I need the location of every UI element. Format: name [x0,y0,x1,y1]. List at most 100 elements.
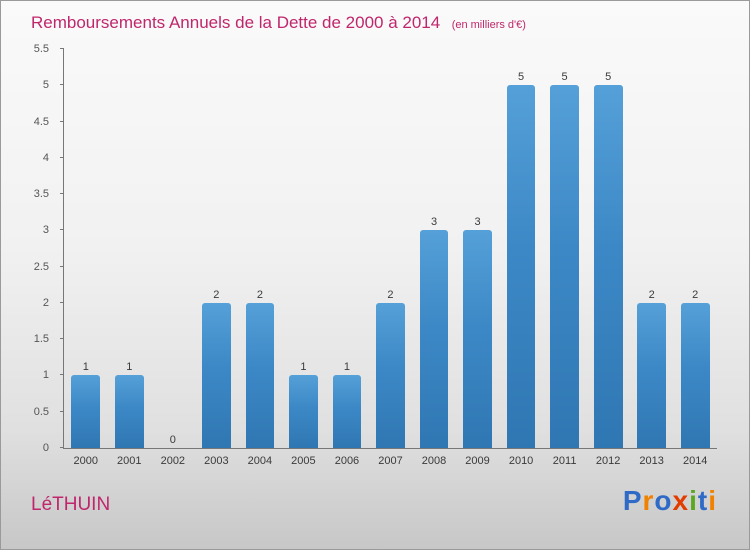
bar-value-label: 5 [561,71,568,84]
bar-value-label: 3 [474,216,481,229]
bar [463,230,492,448]
bar-value-label: 1 [126,361,133,374]
bar-slot: 2 2013 [630,49,674,467]
bar [376,302,405,448]
y-tick-label: 3.5 [33,188,49,201]
bar [593,85,623,448]
x-tick-label: 2012 [595,455,621,467]
bar [71,375,101,448]
bar [245,302,275,448]
x-tick-label: 2008 [421,455,447,467]
y-tick-mark [60,374,64,376]
y-tick-label: 3 [42,224,49,237]
bar-value-label: 3 [430,216,438,229]
bars-area: 1 2000 1 2001 0 2002 2 2003 2 2004 1 2005 1 2006 2 2007… [60,48,717,468]
footer: LéTHUIN Proxiti [1,449,749,517]
y-tick-mark [60,229,64,231]
y-tick-mark [60,447,64,448]
x-tick-label: 2010 [508,455,534,467]
x-tick-label: 2004 [247,455,273,467]
bar-slot: 1 2000 [64,49,108,467]
logo-letter: i [689,485,698,516]
x-tick-label: 2014 [682,455,708,467]
bar [419,230,449,448]
bar-slot: 3 2008 [412,49,456,467]
bar-value-label: 1 [343,361,351,374]
bar [289,375,318,448]
y-tick-label: 1 [42,369,49,382]
y-tick-label: 4.5 [33,115,49,128]
logo-letter: t [697,485,709,516]
y-tick-mark [60,156,64,158]
logo-letter: P [622,485,643,516]
bar [114,375,144,448]
x-tick-label: 2006 [334,455,360,467]
bar-slot: 1 2006 [325,49,369,467]
bar-value-label: 2 [213,288,220,301]
chart-subtitle: (en milliers d'€) [451,19,526,31]
bar-value-label: 5 [518,71,525,84]
y-tick-mark [60,338,64,340]
y-tick-mark [60,265,64,267]
y-tick-mark [60,193,64,195]
bar-value-label: 2 [256,288,263,301]
y-axis: 0 0.5 1 1.5 2 2.5 3 3.5 4 4.5 5 5.5 [7,44,55,454]
bar [550,85,579,448]
x-tick-label: 2011 [552,455,577,467]
x-tick-label: 2009 [465,455,490,467]
x-tick-label: 2002 [160,455,186,467]
plot-area: 0 0.5 1 1.5 2 2.5 3 3.5 4 4.5 5 5.5 1 2000 1 2001 0 2002… [34,44,717,468]
y-tick-mark [60,84,64,86]
y-tick-mark [60,120,64,122]
y-tick-mark [60,301,64,303]
footer-commune: LéTHUIN [31,494,111,515]
logo-letter: x [672,485,690,516]
chart-header: Remboursements Annuels de la Dette de 20… [1,1,749,33]
y-tick-label: 0 [42,442,49,454]
x-tick-label: 2000 [73,455,98,467]
bar [680,302,710,448]
bar-slot: 2 2004 [238,49,282,467]
bar-slot: 0 2002 [151,49,195,468]
bar-value-label: 2 [387,288,394,301]
bar-value-label: 5 [605,71,612,84]
chart-title: Remboursements Annuels de la Dette de 20… [31,13,441,32]
x-tick-label: 2003 [204,455,229,467]
bar-slot: 2 2007 [369,49,413,467]
y-tick-label: 5.5 [33,43,49,55]
bar-value-label: 1 [82,361,89,374]
y-tick-label: 2 [42,296,49,309]
y-tick-label: 4 [42,151,49,164]
bar-value-label: 2 [648,288,655,301]
bar-slot: 3 2009 [456,49,500,467]
bar [637,302,667,448]
x-tick-label: 2013 [639,455,664,467]
bar-value-label: 1 [300,361,307,374]
y-tick-label: 2.5 [33,260,49,273]
bar-value-label: 2 [692,288,699,301]
bar-slot: 2 2003 [195,49,239,467]
logo-letter: o [654,485,673,516]
bar-slot: 1 2005 [282,49,326,467]
bar [202,302,231,448]
logo-letter: i [708,485,717,516]
y-tick-label: 1.5 [33,333,49,346]
bar-value-label: 0 [169,434,176,446]
bar [506,85,536,448]
y-tick-mark [60,410,64,412]
bar-slot: 2 2014 [673,49,717,467]
y-tick-label: 0.5 [33,405,49,418]
bar-slot: 5 2011 [543,49,587,467]
x-tick-label: 2005 [291,455,316,467]
bar [332,375,362,448]
y-tick-label: 5 [42,79,49,92]
proxiti-logo: Proxiti [623,485,717,517]
x-tick-label: 2001 [117,455,142,467]
logo-letter: r [642,485,655,516]
bar-slot: 5 2010 [499,49,543,467]
x-tick-label: 2007 [378,455,403,467]
bar-slot: 1 2001 [108,49,152,467]
y-tick-mark [60,48,64,49]
bar-slot: 5 2012 [586,49,630,467]
